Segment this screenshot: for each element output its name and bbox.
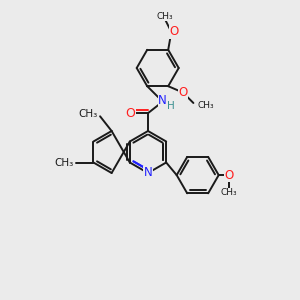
Text: N: N (144, 167, 152, 179)
Text: CH₃: CH₃ (157, 12, 173, 21)
Text: O: O (225, 169, 234, 182)
Text: O: O (170, 26, 179, 38)
Text: H: H (167, 100, 175, 111)
Text: N: N (158, 94, 167, 107)
Text: O: O (125, 106, 135, 120)
Text: CH₃: CH₃ (197, 101, 214, 110)
Text: CH₃: CH₃ (79, 109, 98, 119)
Text: O: O (178, 86, 188, 99)
Text: CH₃: CH₃ (221, 188, 238, 197)
Text: CH₃: CH₃ (54, 158, 74, 167)
